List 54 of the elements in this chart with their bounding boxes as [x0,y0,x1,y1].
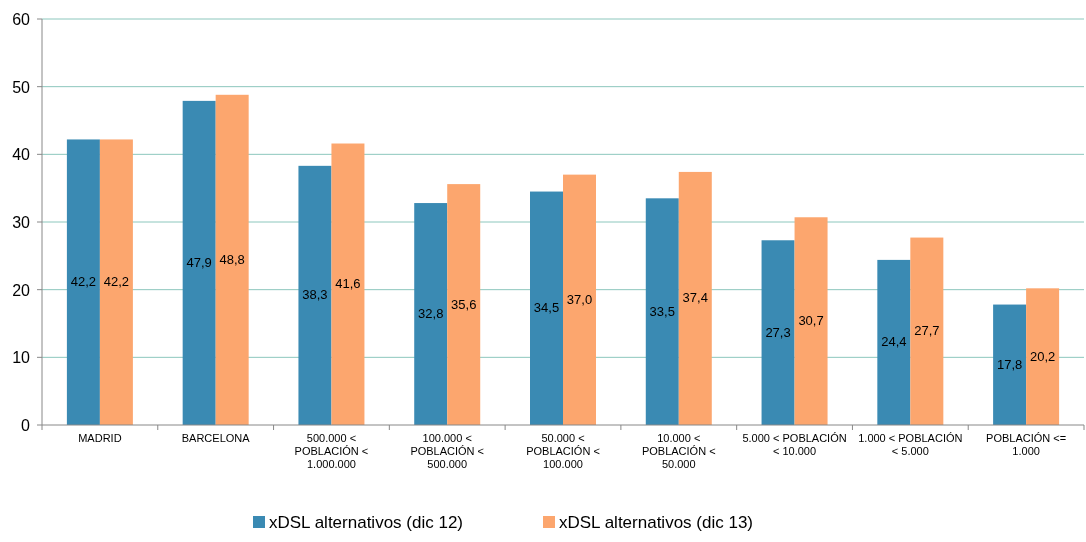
bar [645,198,679,425]
data-label: 48,8 [219,251,245,267]
data-label: 34,5 [533,300,560,316]
x-tick-label: 100.000 < POBLACIÓN < 500.000 [410,432,485,470]
data-label: 32,8 [418,306,444,322]
x-tick-label: 10.000 < POBLACIÓN < 50.000 [641,432,716,470]
x-tick-label: BARCELONA [181,432,251,444]
x-tick-label: POBLACIÓN <= 1.000 [986,432,1067,457]
data-label: 38,3 [302,287,328,303]
x-tick-label: 1.000 < POBLACIÓN < 5.000 [858,432,963,457]
bar [910,237,944,425]
bar [993,304,1027,425]
data-label: 27,7 [914,323,940,339]
bar [1026,288,1060,425]
legend-label: xDSL alternativos (dic 12) [269,513,464,532]
bar [182,100,216,425]
bar [761,240,795,425]
y-tick-label: 20 [12,281,31,299]
bar [530,191,563,425]
y-tick-label: 40 [12,146,31,164]
legend-label: xDSL alternativos (dic 13) [559,513,754,532]
y-tick-label: 10 [12,349,31,367]
x-tick-label: MADRID [78,432,122,444]
bar [877,259,911,425]
x-tick-label: 50.000 < POBLACIÓN < 100.000 [526,432,600,470]
y-tick-label: 50 [12,78,31,96]
data-label: 41,6 [335,276,361,292]
data-label: 42,2 [70,274,97,290]
data-label: 27,3 [765,324,791,340]
data-label: 20,2 [1029,348,1056,364]
bar [99,139,133,425]
bar [331,143,365,425]
y-tick-label: 30 [12,214,31,231]
x-tick-label: 500.000 < POBLACIÓN < 1.000.000 [294,432,369,470]
data-label: 33,5 [649,303,675,319]
bar [794,217,828,425]
bar [298,165,332,425]
y-tick-label: 0 [21,417,31,434]
bar [66,139,100,425]
bar [414,203,448,425]
bar [563,174,596,425]
bar [678,171,712,425]
bar [447,184,481,425]
y-tick-label: 60 [12,11,31,28]
data-label: 37,4 [682,290,708,306]
data-label: 24,4 [881,334,907,350]
bar [215,94,249,425]
data-label: 30,7 [798,313,824,329]
data-label: 47,9 [186,254,212,270]
data-label: 37,0 [566,291,593,307]
data-label: 42,2 [103,274,130,290]
data-label: 35,6 [451,296,477,312]
data-label: 17,8 [996,356,1023,372]
x-tick-label: 5.000 < POBLACIÓN < 10.000 [742,432,847,457]
